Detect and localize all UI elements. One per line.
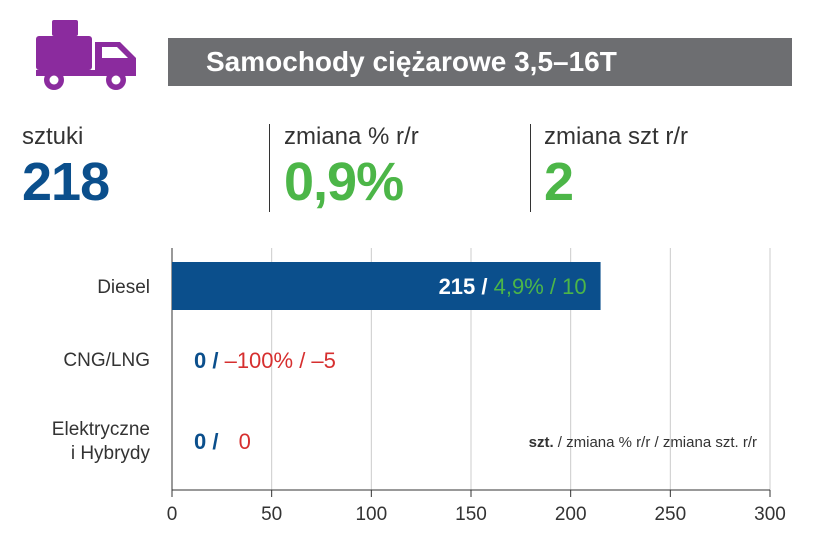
x-tick-label: 150 xyxy=(455,504,487,525)
data-label: 0 / –100% / –5 xyxy=(194,348,336,373)
x-tick-label: 200 xyxy=(555,504,587,525)
legend-rest: / zmiana % r/r / zmiana szt. r/r xyxy=(554,434,757,451)
kpi-sztuki: sztuki 218 xyxy=(22,122,110,212)
category-label-line: i Hybrydy xyxy=(71,443,151,464)
page-title: Samochody ciężarowe 3,5–16T xyxy=(206,46,617,77)
category-label-line: Diesel xyxy=(97,277,150,298)
x-tick-label: 300 xyxy=(754,504,786,525)
kpi-unit-change: zmiana szt r/r 2 xyxy=(544,122,688,212)
category-label: Diesel xyxy=(97,277,150,298)
data-label-count: 0 / xyxy=(194,348,225,373)
truck-icon xyxy=(36,20,136,90)
x-tick-label: 50 xyxy=(261,504,282,525)
kpi-value: 0,9% xyxy=(284,152,404,212)
category-label-line: CNG/LNG xyxy=(63,350,150,371)
legend-bold: szt. xyxy=(529,434,554,451)
data-label-change: 4,9% / 10 xyxy=(494,274,587,299)
data-label-count: 0 / xyxy=(194,429,225,454)
category-label: CNG/LNG xyxy=(63,350,150,371)
kpi-value: 218 xyxy=(22,152,110,212)
data-label-change: 0 xyxy=(239,429,251,454)
data-label-change: –100% / –5 xyxy=(225,348,336,373)
x-tick-label: 100 xyxy=(355,504,387,525)
x-tick-label: 0 xyxy=(167,504,178,525)
legend-note: szt. / zmiana % r/r / zmiana szt. r/r xyxy=(529,434,757,451)
kpi-label: sztuki xyxy=(22,123,84,150)
title-bar: Samochody ciężarowe 3,5–16T xyxy=(168,38,792,86)
kpi-pct-change: zmiana % r/r 0,9% xyxy=(284,122,419,212)
kpi-divider xyxy=(530,124,531,212)
category-label-line: Elektryczne xyxy=(52,419,150,440)
bar xyxy=(172,262,601,310)
kpi-label: zmiana szt r/r xyxy=(544,123,689,150)
category-label: Elektryczne i Hybrydy xyxy=(52,419,151,464)
kpi-label: zmiana % r/r xyxy=(284,123,419,150)
data-label: 0 / 0 xyxy=(194,429,251,454)
data-label-count: 215 / xyxy=(439,274,494,299)
x-tick-label: 250 xyxy=(654,504,686,525)
kpi-value: 2 xyxy=(544,152,574,212)
data-label: 215 / 4,9% / 10 xyxy=(439,274,587,299)
kpi-divider xyxy=(269,124,270,212)
